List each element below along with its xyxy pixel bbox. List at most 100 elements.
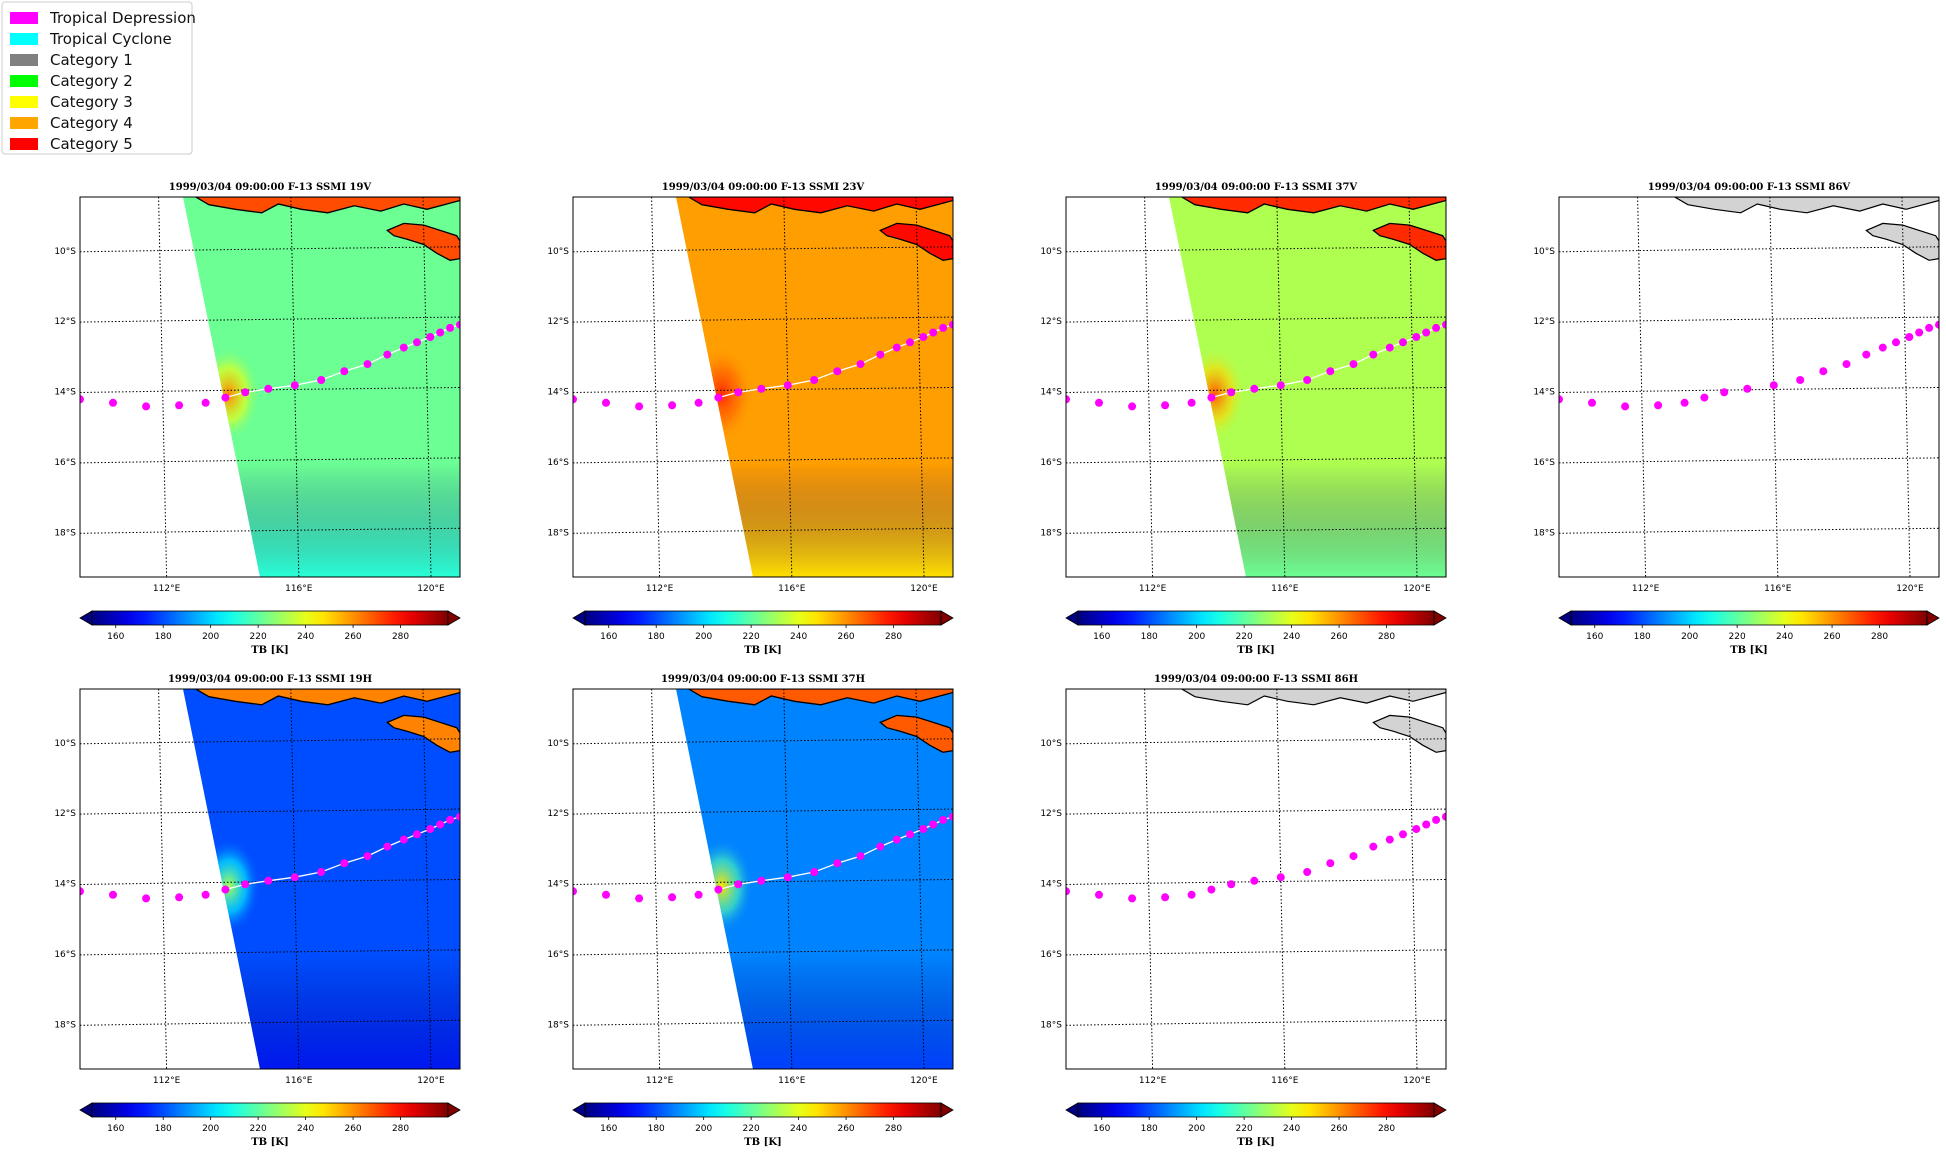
longitude-tick-label: 116°E <box>778 1076 806 1086</box>
colorbar-tick-label: 280 <box>1871 632 1888 642</box>
longitude-gridline <box>1408 197 1418 577</box>
track-point <box>80 887 84 896</box>
colorbar: 160 180 200 220 240 260 280 TB [K] <box>1558 610 1940 656</box>
track-point <box>949 320 953 329</box>
longitude-tick-label: 116°E <box>1271 1076 1299 1086</box>
colorbar-gradient <box>584 1102 942 1118</box>
track-point <box>1769 381 1778 390</box>
track-point <box>109 890 117 899</box>
colorbar-tick-label: 240 <box>790 632 807 642</box>
colorbar-tick-label: 160 <box>600 632 617 642</box>
track-point <box>876 350 885 359</box>
latitude-tick-label: 14°S <box>1040 388 1062 398</box>
map-frame <box>1065 688 1447 1070</box>
latitude-gridline <box>1559 527 1939 534</box>
latitude-gridline <box>80 246 460 253</box>
colorbar-gradient <box>91 610 449 626</box>
track-point <box>317 376 326 384</box>
legend-swatch <box>10 75 38 87</box>
latitude-tick-label: 16°S <box>1040 950 1062 960</box>
colorbar-tick-label: 180 <box>648 1124 665 1134</box>
longitude-tick-label: 120°E <box>417 584 445 594</box>
colorbar-tick-label: 240 <box>790 1124 807 1134</box>
track-point <box>757 876 766 885</box>
latitude-gridline <box>80 527 460 534</box>
legend-label: Tropical Depression <box>49 9 196 27</box>
map-frame <box>572 196 954 578</box>
latitude-gridline <box>80 457 460 464</box>
latitude-gridline <box>1066 808 1446 815</box>
longitude-tick-label: 112°E <box>1139 1076 1167 1086</box>
colorbar-gradient <box>1077 610 1435 626</box>
colorbar-tick-label: 180 <box>648 632 665 642</box>
longitude-gridline <box>158 197 168 577</box>
track-point <box>175 893 184 902</box>
track-point <box>1326 859 1335 868</box>
track-point <box>602 890 610 899</box>
map-area <box>1066 197 1446 577</box>
latitude-tick-label: 14°S <box>547 388 569 398</box>
colorbar-tick-label: 160 <box>1586 632 1603 642</box>
track-point <box>892 343 901 352</box>
latitude-gridline <box>573 738 953 745</box>
legend-item: Category 3 <box>10 93 133 111</box>
colorbar-tick-label: 180 <box>1634 632 1651 642</box>
track-point <box>264 876 273 885</box>
colorbar-tick-label: 280 <box>885 1124 902 1134</box>
colorbar-tick-label: 260 <box>1823 632 1840 642</box>
colorbar-max-extension <box>1433 610 1447 626</box>
colorbar: 160 180 200 220 240 260 280 TB [K] <box>1065 1102 1447 1148</box>
track-point <box>1369 350 1378 359</box>
colorbar-tick-label: 220 <box>1729 632 1746 642</box>
track-point <box>290 873 299 882</box>
latitude-gridline <box>1066 457 1446 464</box>
colorbar-tick-label: 200 <box>1188 632 1205 642</box>
track-point <box>1905 333 1914 341</box>
colorbar-min-extension <box>572 1102 586 1118</box>
latitude-gridline <box>1066 246 1446 253</box>
colorbar-label: TB [K] <box>744 1137 782 1148</box>
track-point <box>1161 893 1170 902</box>
latitude-gridline <box>1066 527 1446 534</box>
track-point <box>290 381 299 390</box>
panel-title: 1999/03/04 09:00:00 F-13 SSMI 86H <box>1154 674 1358 685</box>
track-point <box>1250 384 1259 393</box>
track-point <box>383 350 392 359</box>
track-point <box>446 815 455 824</box>
colorbar-min-extension <box>572 610 586 626</box>
colorbar-tick-label: 160 <box>107 632 124 642</box>
colorbar-tick-label: 200 <box>695 632 712 642</box>
track-point <box>635 402 644 411</box>
latitude-tick-label: 18°S <box>547 528 569 538</box>
colorbar-tick-label: 240 <box>297 1124 314 1134</box>
latitude-gridline <box>573 808 953 815</box>
latitude-tick-label: 16°S <box>1533 458 1555 468</box>
colorbar-label: TB [K] <box>251 1137 289 1148</box>
latitude-gridline <box>573 527 953 534</box>
longitude-gridline <box>422 197 432 577</box>
colorbar-tick-label: 180 <box>1141 632 1158 642</box>
track-point <box>201 890 210 899</box>
longitude-gridline <box>915 197 925 577</box>
track-point <box>929 820 938 829</box>
track-point <box>1680 398 1689 407</box>
track-point <box>1862 350 1871 359</box>
latitude-gridline <box>573 316 953 323</box>
track-point <box>1842 360 1851 369</box>
track-point <box>1207 393 1216 402</box>
track-point <box>1385 835 1394 844</box>
track-point <box>436 328 445 337</box>
track-point <box>1349 852 1358 861</box>
latitude-tick-label: 10°S <box>547 247 569 257</box>
latitude-gridline <box>1559 457 1939 464</box>
track-point <box>668 893 677 902</box>
map-area <box>1559 197 1939 577</box>
latitude-gridline <box>573 457 953 464</box>
colorbar-tick-label: 240 <box>1283 632 1300 642</box>
track-point <box>1227 880 1236 889</box>
land-outline <box>1179 197 1446 214</box>
track-point <box>1412 333 1421 341</box>
latitude-gridline <box>1559 316 1939 323</box>
map-frame <box>79 688 461 1070</box>
track-point <box>906 338 914 347</box>
